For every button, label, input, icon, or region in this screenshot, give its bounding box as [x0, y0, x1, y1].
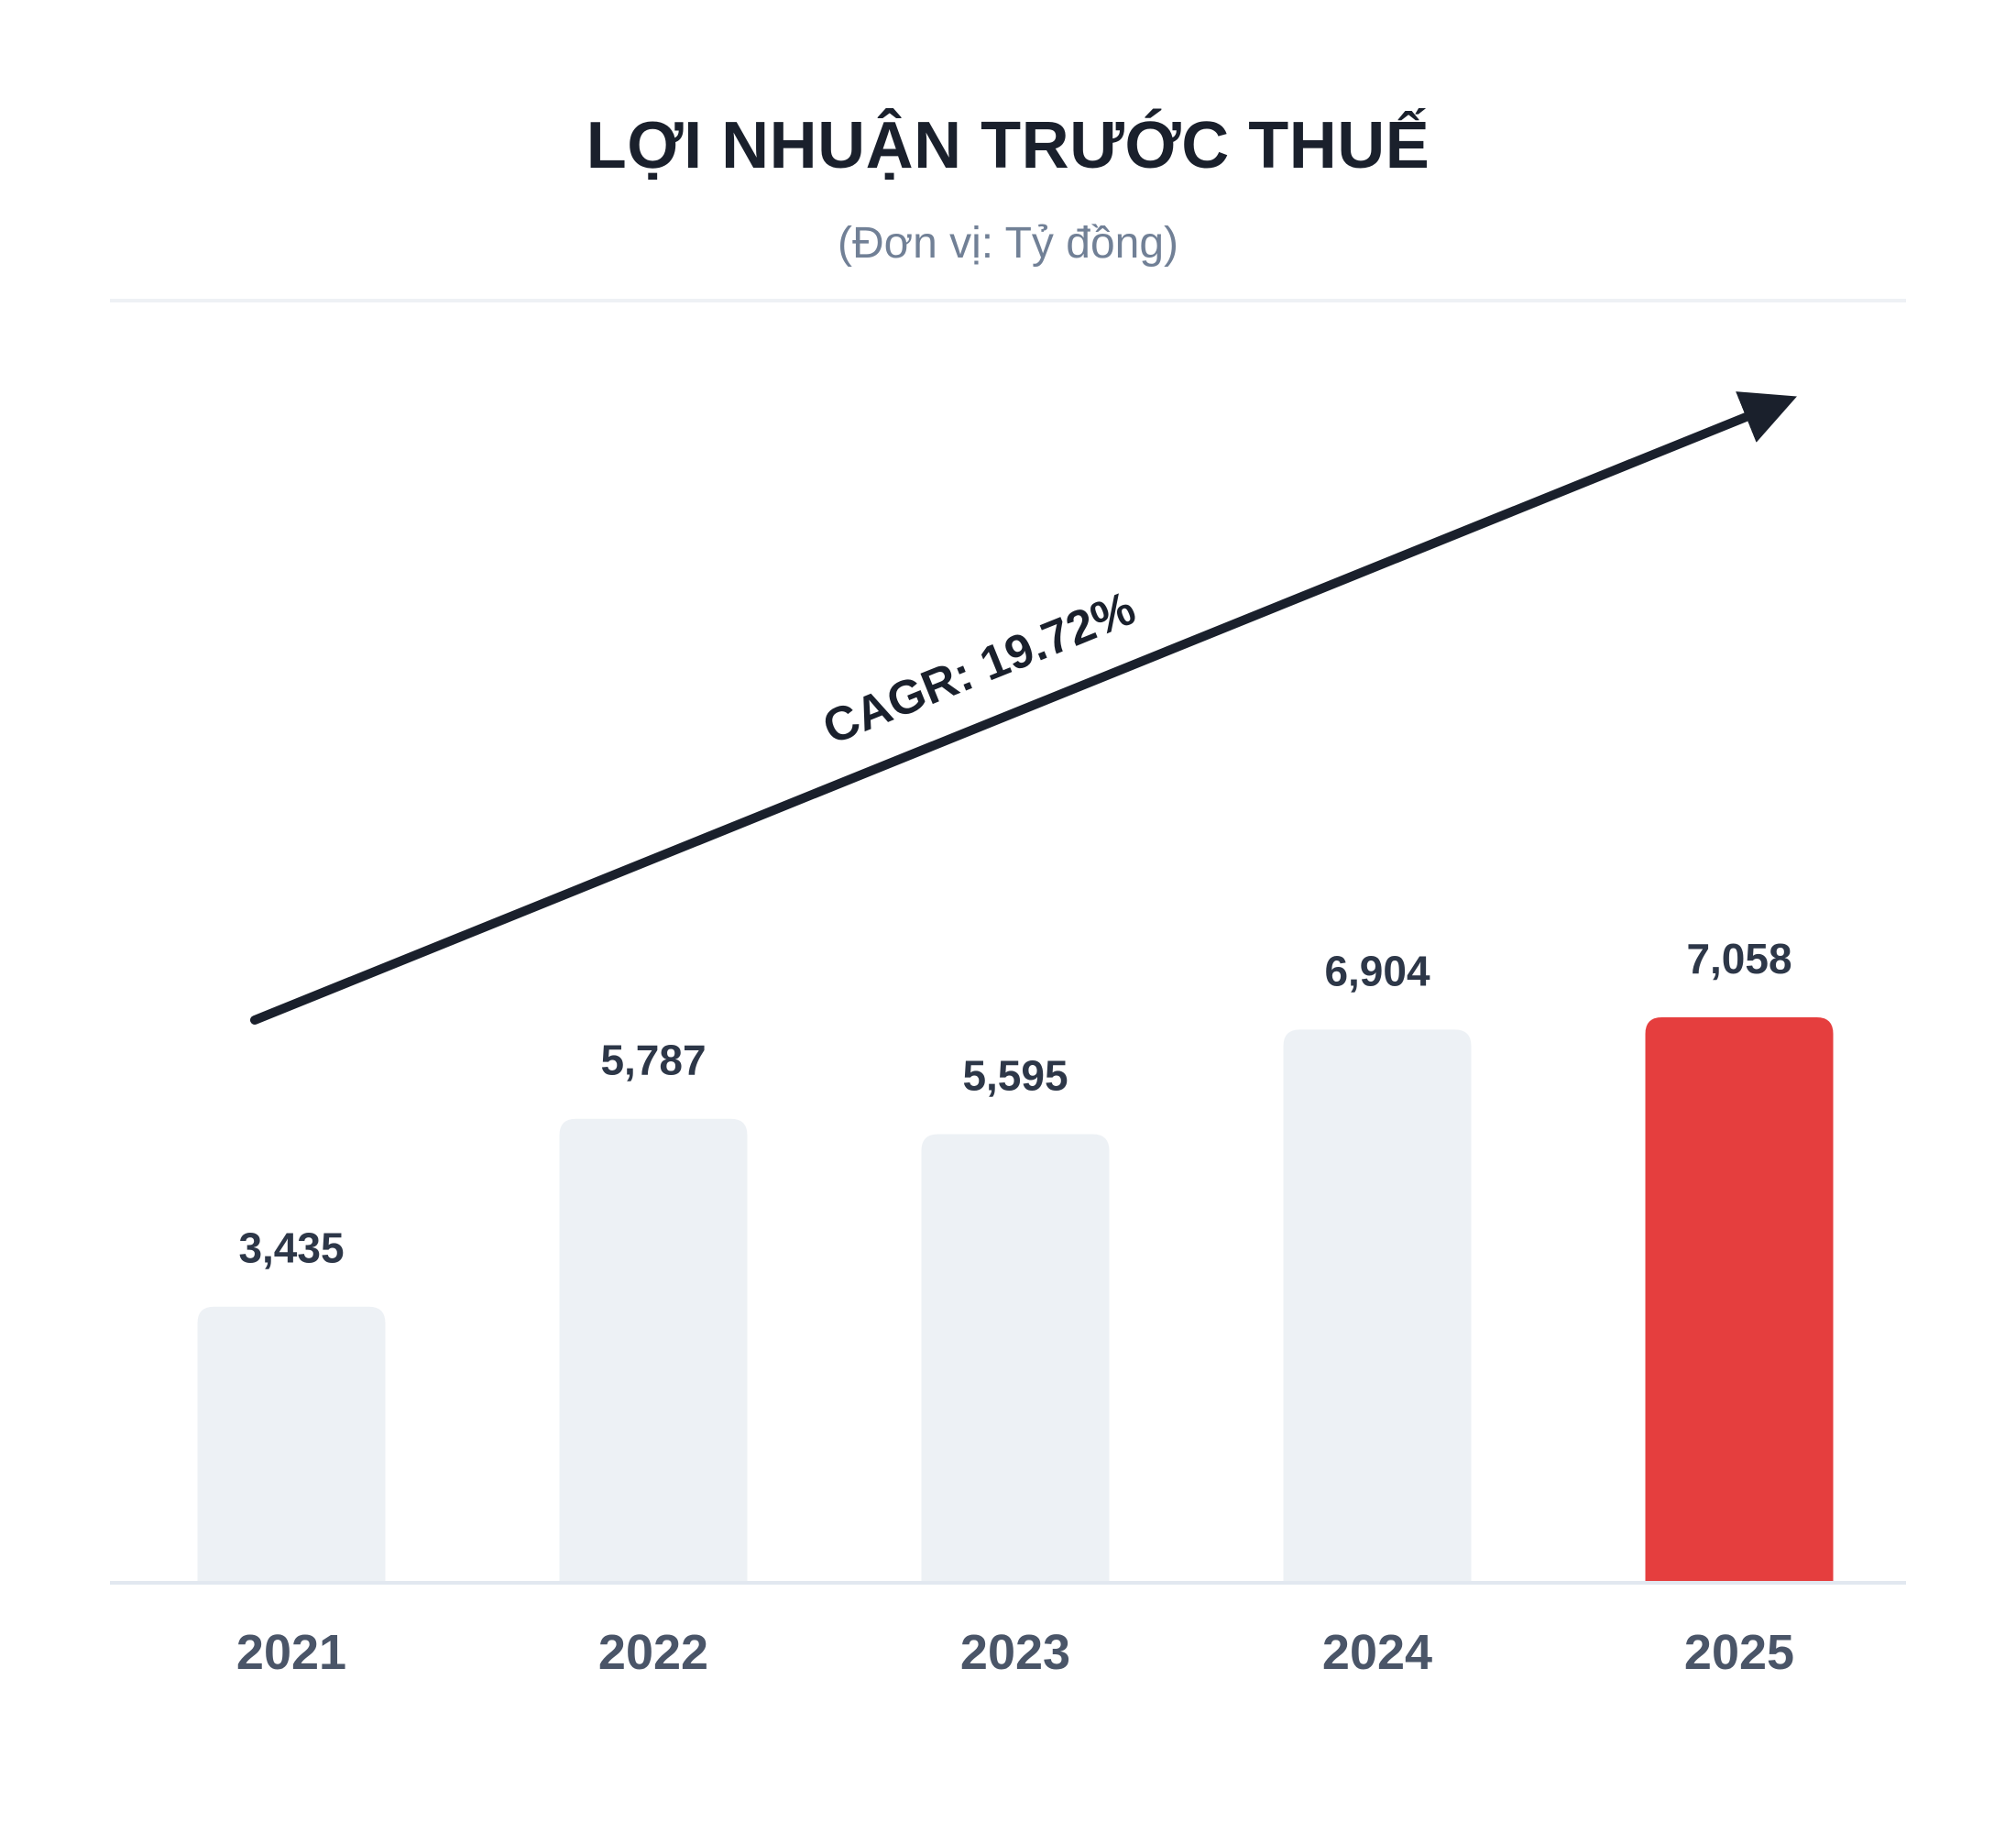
header-divider: [110, 299, 1906, 302]
x-tick-label-2022: 2022: [598, 1625, 708, 1680]
chart-subtitle: (Đơn vị: Tỷ đồng): [837, 219, 1179, 268]
trend-layer: CAGR: 19.72%: [250, 391, 1797, 1025]
x-tick-label-2023: 2023: [960, 1625, 1070, 1680]
value-label-2024: 6,904: [1324, 947, 1430, 994]
bar-2025: [1645, 1017, 1834, 1581]
value-label-2023: 5,595: [962, 1051, 1068, 1099]
value-label-2025: 7,058: [1686, 935, 1791, 982]
x-tick-label-2025: 2025: [1684, 1625, 1794, 1680]
labels-layer: 3,435 2021 5,787 2022 5,595 2023 6,904 2024 7,05…: [236, 935, 1794, 1680]
bar-2022: [559, 1118, 748, 1581]
bar-2023: [921, 1134, 1110, 1581]
chart-title: LỢI NHUẬN TRƯỚC THUẾ: [586, 109, 1430, 182]
x-tick-label-2021: 2021: [236, 1625, 346, 1680]
value-label-2021: 3,435: [238, 1224, 344, 1272]
x-tick-label-2024: 2024: [1322, 1625, 1432, 1680]
cagr-trend-arrow: [250, 391, 1797, 1025]
bars-layer: [110, 1017, 1906, 1585]
bar-2024: [1283, 1029, 1472, 1581]
value-label-2022: 5,787: [600, 1037, 706, 1084]
bar-2021: [197, 1306, 386, 1581]
